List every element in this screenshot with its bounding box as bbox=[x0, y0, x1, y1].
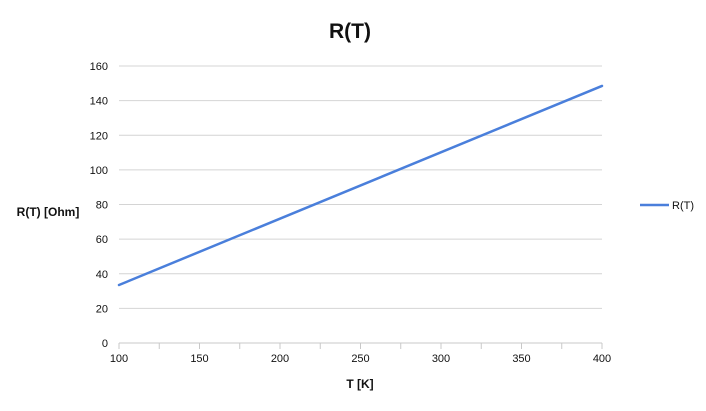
x-tick-label: 250 bbox=[351, 353, 369, 365]
x-axis bbox=[118, 342, 603, 349]
y-tick-label: 60 bbox=[96, 234, 108, 246]
y-tick-label: 140 bbox=[90, 96, 108, 108]
y-tick-label: 0 bbox=[102, 338, 108, 350]
y-tick-label: 20 bbox=[96, 303, 108, 315]
x-tick-label: 150 bbox=[190, 353, 208, 365]
chart-title: R(T) bbox=[329, 20, 371, 43]
grid-lines bbox=[119, 65, 602, 309]
x-tick-label: 300 bbox=[432, 353, 450, 365]
legend: R(T) bbox=[640, 200, 694, 212]
series-line bbox=[117, 84, 604, 287]
x-tick-labels: 100 150 200 250 300 350 400 bbox=[110, 353, 611, 365]
y-tick-label: 100 bbox=[90, 165, 108, 177]
y-tick-label: 120 bbox=[90, 130, 108, 142]
legend-label: R(T) bbox=[672, 200, 694, 212]
x-axis-label: T [K] bbox=[346, 377, 373, 391]
y-tick-label: 80 bbox=[96, 200, 108, 212]
y-tick-label: 40 bbox=[96, 269, 108, 281]
x-tick-label: 200 bbox=[271, 353, 289, 365]
x-tick-label: 400 bbox=[593, 353, 611, 365]
x-tick-label: 350 bbox=[512, 353, 530, 365]
y-axis-label: R(T) [Ohm] bbox=[17, 205, 80, 219]
y-tick-labels: 0 20 40 60 80 100 120 140 160 bbox=[90, 61, 108, 350]
series-layer bbox=[117, 84, 604, 287]
x-tick-label: 100 bbox=[110, 353, 128, 365]
y-tick-label: 160 bbox=[90, 61, 108, 73]
